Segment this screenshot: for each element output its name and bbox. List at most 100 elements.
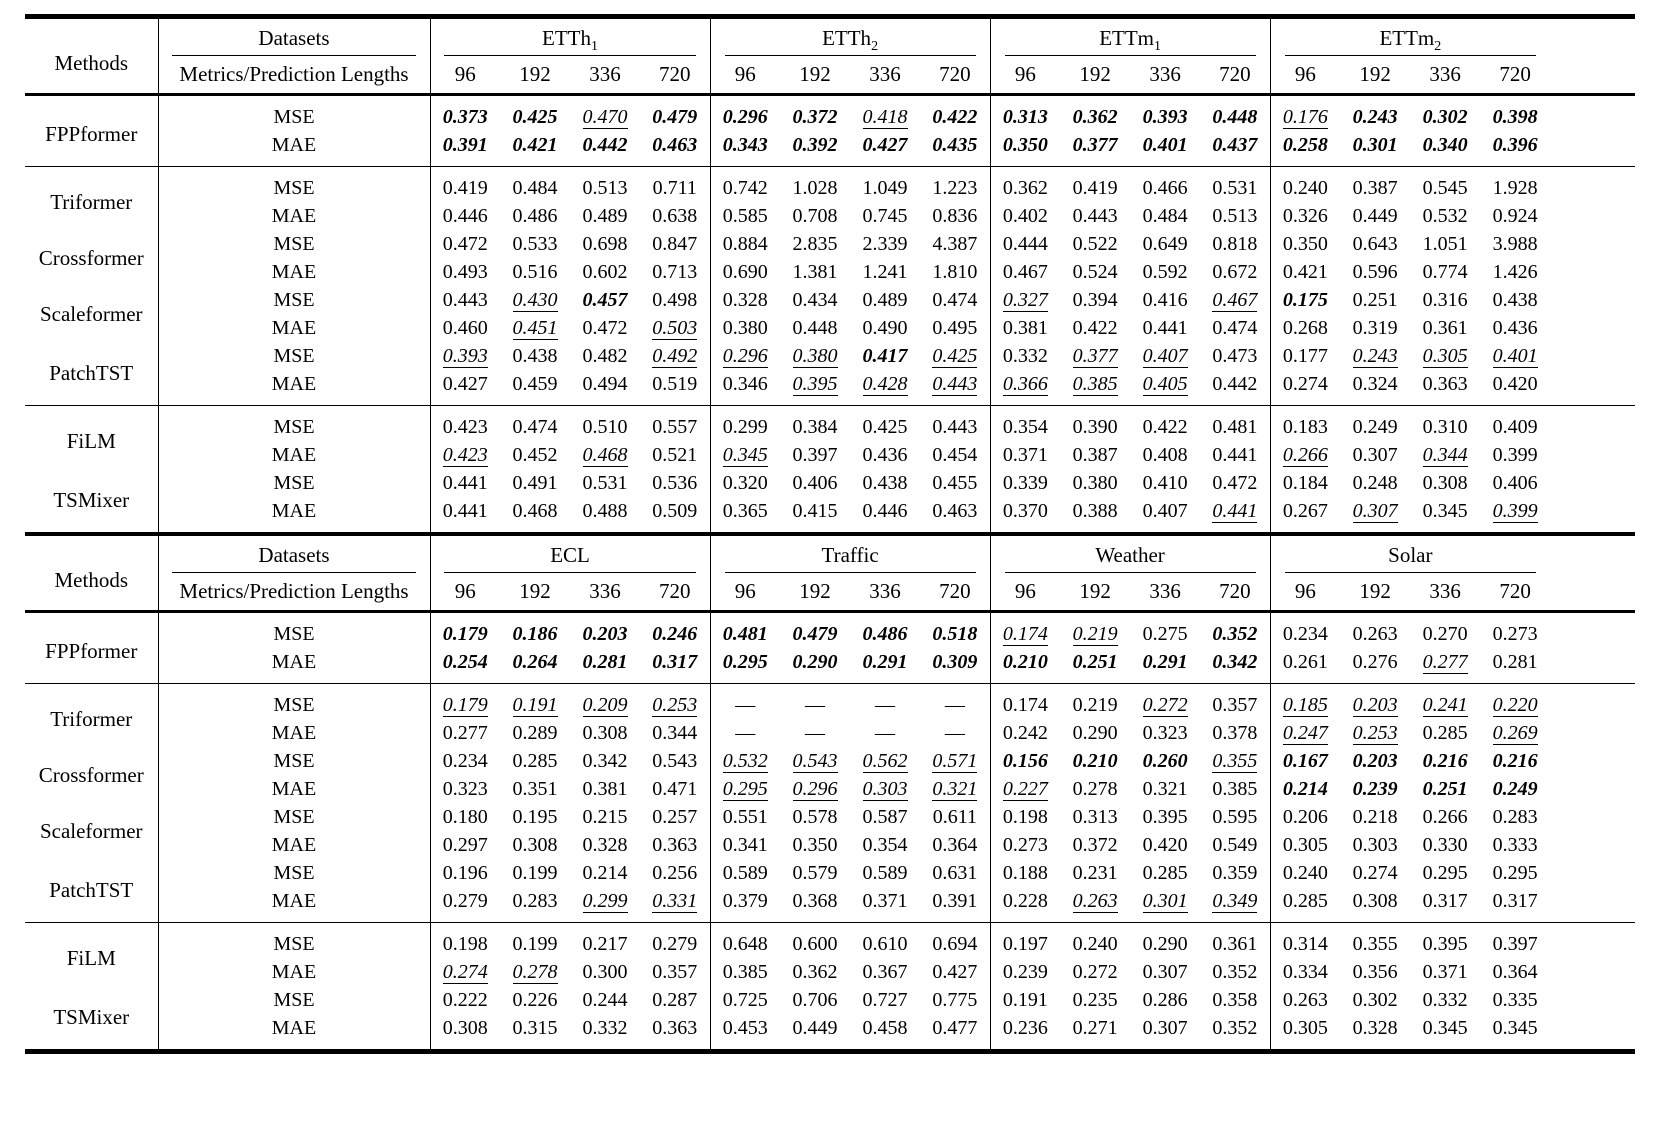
value-cell: 0.272 xyxy=(1072,961,1118,983)
metric-label: MAE xyxy=(157,202,430,230)
value-cell: 0.441 xyxy=(1142,317,1188,339)
value-cell: 0.286 xyxy=(1142,989,1188,1011)
prediction-length: 720 xyxy=(939,579,971,603)
value-cell: 0.690 xyxy=(709,258,781,286)
datasets-header: Datasets xyxy=(157,536,430,573)
value-cell: 0.377 xyxy=(1072,134,1118,156)
value-cell: 0.343 xyxy=(709,131,781,167)
value-cell: 0.381 xyxy=(582,778,628,800)
value-cell: 0.310 xyxy=(1410,405,1481,441)
value-cell: 0.197 xyxy=(989,922,1061,958)
value-cell: 0.443 xyxy=(932,373,978,396)
value-cell: 0.215 xyxy=(582,806,628,828)
value-cell: 0.210 xyxy=(989,648,1061,684)
metric-label: MSE xyxy=(157,859,430,887)
value-cell: 0.381 xyxy=(989,314,1061,342)
prediction-length: 192 xyxy=(1079,579,1111,603)
value-cell: 0.328 xyxy=(1352,1017,1398,1039)
value-cell: 0.218 xyxy=(1352,806,1398,828)
value-cell: 0.290 xyxy=(792,651,838,673)
value-cell: 0.532 xyxy=(709,747,781,775)
value-cell: 0.399 xyxy=(1492,444,1538,466)
value-cell: 0.285 xyxy=(1269,887,1341,923)
value-cell: 0.354 xyxy=(989,405,1061,441)
value-cell: 0.191 xyxy=(500,683,570,719)
value-cell: 0.436 xyxy=(1492,317,1538,339)
value-cell: — xyxy=(780,683,851,719)
value-cell: 0.385 xyxy=(1072,373,1118,396)
prediction-length: 96 xyxy=(1269,573,1341,612)
value-cell: 0.774 xyxy=(1422,261,1468,283)
value-cell: 0.352 xyxy=(1212,961,1258,983)
dataset-group-etth1: ETTh1 xyxy=(429,16,711,56)
value-cell: — xyxy=(850,683,921,719)
value-cell: 1.028 xyxy=(780,166,851,202)
value-cell: 0.727 xyxy=(862,989,908,1011)
value-cell: 0.395 xyxy=(792,373,838,396)
value-cell: 0.385 xyxy=(709,958,781,986)
value-cell: 0.492 xyxy=(652,345,698,368)
prediction-length: 720 xyxy=(939,62,971,86)
value-cell: 0.296 xyxy=(709,94,781,131)
value-cell: 0.477 xyxy=(932,1017,978,1039)
metric-label: MSE xyxy=(157,342,430,370)
dataset-group-traffic: Traffic xyxy=(709,536,991,573)
value-cell: 0.524 xyxy=(1072,261,1118,283)
value-cell: 0.319 xyxy=(1352,317,1398,339)
value-cell: 0.285 xyxy=(1142,862,1188,884)
value-cell: 0.313 xyxy=(989,94,1061,131)
value-cell: 0.247 xyxy=(1269,719,1341,747)
value-cell: 0.362 xyxy=(989,166,1061,202)
value-cell: 0.244 xyxy=(582,989,628,1011)
value-cell: 0.354 xyxy=(862,834,908,856)
value-cell: 0.513 xyxy=(570,166,640,202)
value-cell: 0.254 xyxy=(429,648,500,684)
value-cell: 0.418 xyxy=(850,94,921,131)
value-cell: 0.216 xyxy=(1492,750,1538,772)
value-cell: 0.308 xyxy=(429,1014,500,1052)
value-cell: 0.351 xyxy=(512,778,558,800)
value-cell: 0.457 xyxy=(582,289,628,311)
value-cell: 0.331 xyxy=(652,890,698,913)
metric-label: MSE xyxy=(157,94,430,131)
results-panel-1: Methods Datasets ETTh1 ETTh2 ETTm1 ETTm2 Metri… xyxy=(25,14,1636,536)
value-cell: 0.291 xyxy=(862,651,908,673)
value-cell: 0.419 xyxy=(1060,166,1131,202)
prediction-length: 720 xyxy=(1499,62,1531,86)
value-cell: 0.452 xyxy=(512,444,558,466)
value-cell: 0.409 xyxy=(1480,405,1551,441)
value-cell: 0.408 xyxy=(1142,444,1188,466)
value-cell: 0.275 xyxy=(1130,611,1201,648)
value-cell: 0.330 xyxy=(1422,834,1468,856)
value-cell: 0.295 xyxy=(709,648,781,684)
value-cell: 0.474 xyxy=(932,289,978,311)
value-cell: 0.401 xyxy=(1492,345,1538,368)
value-cell: 0.314 xyxy=(1269,922,1341,958)
value-cell: 0.532 xyxy=(1422,205,1468,227)
value-cell: — xyxy=(875,722,896,744)
spacer xyxy=(1550,230,1635,286)
value-cell: 0.235 xyxy=(1072,989,1118,1011)
method-name: FPPformer xyxy=(25,611,158,684)
value-cell: 0.328 xyxy=(582,834,628,856)
value-cell: 0.184 xyxy=(1269,469,1341,497)
value-cell: 0.210 xyxy=(1072,750,1118,772)
method-name: TSMixer xyxy=(53,488,130,512)
value-cell: 0.443 xyxy=(920,405,991,441)
value-cell: 0.236 xyxy=(989,1014,1061,1052)
prediction-length: 720 xyxy=(1219,62,1251,86)
prediction-length: 96 xyxy=(709,56,781,95)
value-cell: 0.602 xyxy=(582,261,628,283)
value-cell: 0.362 xyxy=(1060,94,1131,131)
value-cell: 0.332 xyxy=(1422,989,1468,1011)
metrics-header: Metrics/Prediction Lengths xyxy=(157,573,430,612)
prediction-length: 336 xyxy=(869,579,901,603)
value-cell: 0.425 xyxy=(500,94,570,131)
value-cell: 0.167 xyxy=(1269,747,1341,775)
methods-header: Methods xyxy=(54,50,129,75)
value-cell: 0.365 xyxy=(709,497,781,534)
method-name: Crossformer xyxy=(38,762,144,787)
value-cell: 0.180 xyxy=(429,803,500,831)
value-cell: 0.352 xyxy=(1212,1017,1258,1039)
value-cell: 0.425 xyxy=(850,405,921,441)
